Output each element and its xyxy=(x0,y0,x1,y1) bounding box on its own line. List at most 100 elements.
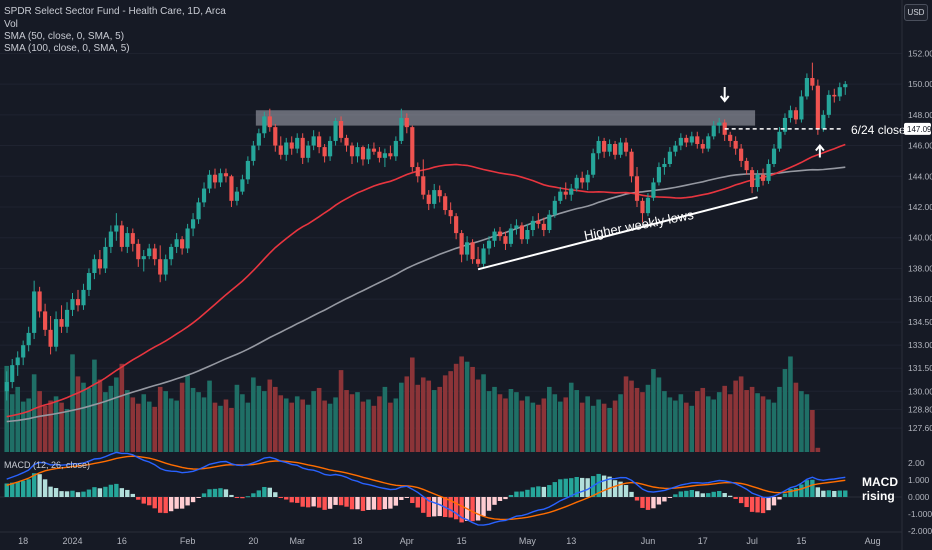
macd-histogram-bar xyxy=(744,497,749,508)
candle-body xyxy=(580,177,585,183)
time-axis-label: 20 xyxy=(248,536,258,546)
candle-body xyxy=(152,248,157,260)
time-axis-label: 15 xyxy=(457,536,467,546)
candle-body xyxy=(218,173,223,183)
volume-bar xyxy=(157,386,163,452)
volume-bar xyxy=(623,376,629,452)
candle-body xyxy=(81,289,86,306)
macd-histogram-bar xyxy=(656,497,662,505)
candle-body xyxy=(86,273,92,290)
volume-bar xyxy=(31,374,37,452)
volume-bar xyxy=(399,382,404,452)
legend-title: SPDR Select Sector Fund - Health Care, 1… xyxy=(4,6,226,17)
macd-histogram-bar xyxy=(695,491,700,497)
currency-badge[interactable]: USD xyxy=(904,4,928,21)
candle-body xyxy=(832,94,837,97)
macd-histogram-bar xyxy=(212,488,218,497)
macd-histogram-bar xyxy=(201,493,207,497)
macd-histogram-bar xyxy=(585,478,590,497)
candle-body xyxy=(700,144,705,149)
candle-body xyxy=(108,231,113,247)
candle-body xyxy=(366,148,371,160)
macd-histogram-bar xyxy=(612,480,618,497)
macd-histogram-bar xyxy=(700,493,705,497)
candle-body xyxy=(114,225,119,232)
volume-bar xyxy=(590,405,596,452)
candle-body xyxy=(15,357,20,366)
macd-axis-label: -2.000 xyxy=(908,526,932,536)
volume-bar xyxy=(108,385,114,452)
volume-bar xyxy=(152,406,158,452)
volume-bar xyxy=(75,376,81,452)
price-axis[interactable]: 2.00 1.000 0.000 -1.000 -2.000 152.00 150.00 14… xyxy=(901,0,932,550)
candle-body xyxy=(251,145,256,161)
volume-bar xyxy=(744,390,749,452)
candle-body xyxy=(777,131,782,149)
macd-histogram-bar xyxy=(426,497,431,517)
time-axis-label: Apr xyxy=(400,536,414,546)
candle-body xyxy=(158,259,163,275)
candle-body xyxy=(717,122,722,126)
time-axis[interactable]: 18 2024 16 Feb 20 Mar 18 Apr 15 May 13 Jun 17 Jul 15 Au… xyxy=(0,531,902,546)
macd-histogram-bar xyxy=(97,488,103,497)
macd-histogram-bar xyxy=(475,497,481,521)
volume-bar xyxy=(388,402,393,452)
macd-histogram-bar xyxy=(185,497,190,506)
macd-histogram-bar xyxy=(234,497,240,498)
volume-pane xyxy=(4,354,821,452)
time-axis-label: Jun xyxy=(641,536,656,546)
volume-bar xyxy=(229,407,234,452)
volume-bar xyxy=(563,397,569,452)
macd-histogram-bar xyxy=(832,490,837,497)
volume-bar xyxy=(92,359,97,452)
candle-body xyxy=(459,233,464,255)
candle-body xyxy=(212,174,218,183)
volume-bar xyxy=(146,401,152,452)
macd-histogram-bar xyxy=(689,489,694,497)
candle-body xyxy=(223,173,229,177)
volume-bar xyxy=(240,394,245,452)
volume-bar xyxy=(267,379,273,452)
macd-histogram-bar xyxy=(760,497,766,514)
candle-body xyxy=(684,137,689,143)
macd-histogram-bar xyxy=(152,497,157,509)
volume-bar xyxy=(245,402,251,452)
candle-body xyxy=(591,153,596,175)
macd-histogram-bar xyxy=(382,497,388,510)
candle-body xyxy=(547,214,552,231)
macd-rising-label-1: MACD xyxy=(862,475,898,489)
time-axis-label: May xyxy=(519,536,537,546)
macd-histogram-bar xyxy=(26,479,31,497)
time-axis-label: 15 xyxy=(796,536,806,546)
price-axis-label: 144.00 xyxy=(908,171,932,181)
candle-body xyxy=(421,176,426,195)
volume-bar xyxy=(541,398,547,452)
volume-bar xyxy=(557,401,563,452)
macd-histogram-bar xyxy=(645,497,651,510)
price-axis-label: 136.00 xyxy=(908,294,932,304)
macd-histogram-bar xyxy=(667,497,673,498)
volume-bar xyxy=(486,391,492,452)
candle-body xyxy=(678,137,683,146)
volume-bar xyxy=(316,387,322,452)
candle-body xyxy=(788,110,793,118)
macd-histogram-bar xyxy=(492,497,497,505)
candle-body xyxy=(640,200,645,214)
macd-histogram-bar xyxy=(327,497,333,509)
macd-histogram-bar xyxy=(92,487,97,497)
candle-body xyxy=(328,140,333,157)
candle-body xyxy=(563,191,568,195)
macd-histogram-bar xyxy=(673,494,678,497)
macd-histogram-bar xyxy=(843,490,848,497)
macd-histogram-bar xyxy=(103,486,108,497)
volume-bar xyxy=(42,405,48,452)
macd-histogram-bar xyxy=(569,478,574,497)
candle-body xyxy=(612,144,618,155)
volume-bar xyxy=(168,398,174,452)
candle-body xyxy=(190,219,196,229)
candle-body xyxy=(443,196,448,211)
macd-histogram-bar xyxy=(558,479,563,497)
candle-body xyxy=(760,174,766,181)
volume-bar xyxy=(497,394,503,452)
